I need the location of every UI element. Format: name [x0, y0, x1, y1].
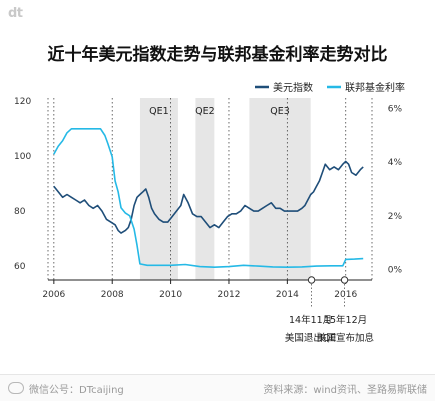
series-line-dxy [53, 160, 364, 234]
y-right-tick-label: 0% [388, 265, 403, 275]
qe-band-2 [195, 98, 215, 280]
y-left-tick-label: 100 [14, 152, 31, 162]
x-tick-label: 2010 [159, 290, 182, 300]
series-line-fed-rate [53, 128, 364, 269]
y-left-tick-label: 80 [14, 207, 26, 217]
chart-svg: QE1 QE2 QE3 2006 2008 2010 2012 2014 2016 60 80 10… [14, 81, 405, 344]
chart-title: 近十年美元指数走势与联邦基金利率走势对比 [47, 45, 388, 65]
x-tick-label: 2014 [276, 290, 299, 300]
footer-source-left: 微信公号：DTcaijing [8, 381, 124, 396]
grid-lines [47, 98, 373, 281]
y-right-tick-label: 4% [388, 158, 403, 168]
wechat-icon [8, 382, 24, 394]
event-marker [340, 276, 349, 284]
qe-bands: QE1 QE2 QE3 [139, 98, 311, 280]
y-right-tick-label: 6% [388, 105, 403, 115]
x-tick-label: 2016 [334, 290, 357, 300]
qe-band-label: QE3 [270, 106, 290, 117]
x-tick-label: 2012 [218, 290, 241, 300]
footer-wechat-label: 微信公号：DTcaijing [29, 385, 124, 396]
event-text: 美国宣布加息 [317, 332, 374, 344]
qe-band-label: QE1 [149, 106, 169, 117]
legend-label: 联邦基金利率 [345, 81, 405, 94]
series-lines [53, 128, 364, 269]
x-tick-label: 2008 [101, 290, 124, 300]
legend-label: 美元指数 [273, 81, 313, 94]
brand-logo: dt [8, 6, 23, 21]
y-left-tick-label: 60 [14, 262, 26, 272]
tick-labels: 2006 2008 2010 2012 2014 2016 60 80 100 120 0% 2% 4%… [14, 97, 402, 300]
event-date: 15年12月 [324, 314, 367, 326]
x-tick-label: 2006 [42, 290, 65, 300]
event-marker [307, 276, 316, 284]
y-right-tick-label: 2% [388, 212, 403, 222]
legend: 美元指数 联邦基金利率 [255, 81, 405, 94]
event-date: 14年11月 [289, 314, 332, 326]
footer-bar: 微信公号：DTcaijing 资料来源：wind资讯、圣路易斯联储 [0, 374, 435, 401]
event-text: 美国退出QE [285, 332, 336, 344]
footer-data-source: 资料来源：wind资讯、圣路易斯联储 [263, 385, 427, 396]
qe-band-3 [249, 98, 311, 280]
y-left-tick-label: 120 [14, 97, 31, 107]
qe-band-label: QE2 [195, 106, 215, 117]
